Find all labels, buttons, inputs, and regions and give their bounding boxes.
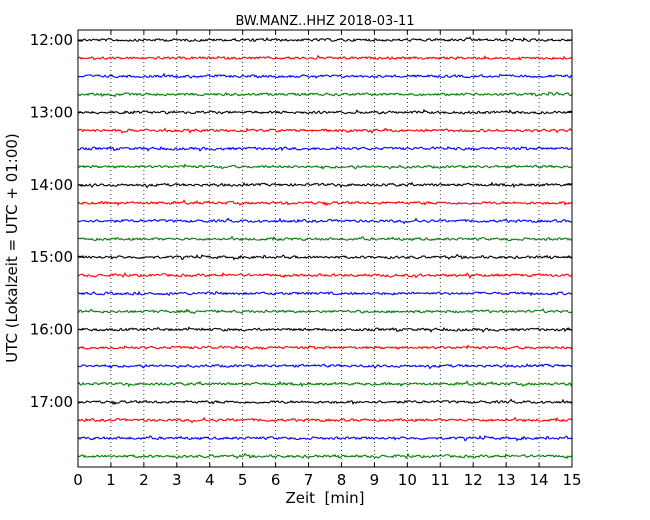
trace-line [77, 380, 573, 388]
y-axis-label: UTC (Lokalzeit = UTC + 01:00) [3, 133, 21, 363]
x-tick-label: 13 [497, 471, 516, 489]
x-axis-label: Zeit [min] [285, 489, 364, 507]
x-axis: 0 1 2 3 4 5 6 7 8 9 10 11 12 13 14 15 [73, 30, 582, 489]
trace-line [77, 108, 573, 115]
x-tick-label: 9 [370, 471, 380, 489]
trace-line [77, 308, 573, 315]
y-tick-label: 17:00 [30, 393, 73, 411]
gridlines [110, 30, 540, 467]
traces [77, 36, 573, 460]
x-tick-label: 4 [205, 471, 215, 489]
trace-line [77, 434, 573, 442]
trace-line [77, 217, 573, 225]
x-tick-label: 7 [304, 471, 314, 489]
y-axis: 12:00 13:00 14:00 15:00 16:00 17:00 [30, 31, 572, 411]
x-tick-label: 14 [530, 471, 549, 489]
trace-line [77, 416, 573, 424]
plot-frame [77, 29, 573, 468]
trace-line [77, 36, 573, 43]
chart-title: BW.MANZ..HHZ 2018-03-11 [235, 14, 414, 29]
trace-line [77, 91, 573, 98]
x-tick-label: 12 [464, 471, 483, 489]
x-tick-label: 15 [562, 471, 581, 489]
x-tick-label: 8 [337, 471, 347, 489]
y-tick-label: 12:00 [30, 31, 73, 49]
trace-line [77, 290, 573, 297]
trace-line [77, 181, 573, 189]
x-tick-label: 6 [271, 471, 281, 489]
trace-line [77, 344, 573, 351]
y-tick-label: 16:00 [30, 321, 73, 339]
trace-line [77, 253, 573, 261]
x-tick-label: 2 [139, 471, 149, 489]
trace-line [77, 235, 573, 242]
trace-line [77, 72, 573, 79]
x-tick-label: 1 [106, 471, 116, 489]
x-tick-label: 3 [172, 471, 182, 489]
x-tick-label: 10 [398, 471, 417, 489]
y-tick-label: 14:00 [30, 176, 73, 194]
y-tick-label: 15:00 [30, 248, 73, 266]
x-tick-label: 11 [431, 471, 450, 489]
trace-line [77, 163, 573, 170]
trace-line [77, 452, 573, 460]
trace-line [77, 326, 573, 333]
y-tick-label: 13:00 [30, 103, 73, 121]
trace-line [77, 54, 573, 61]
trace-line [77, 271, 573, 280]
x-tick-label: 5 [238, 471, 248, 489]
trace-line [77, 199, 573, 207]
trace-line [77, 127, 573, 135]
trace-line [77, 398, 573, 406]
trace-line [77, 145, 573, 152]
x-tick-label: 0 [73, 471, 83, 489]
trace-line [77, 363, 573, 370]
